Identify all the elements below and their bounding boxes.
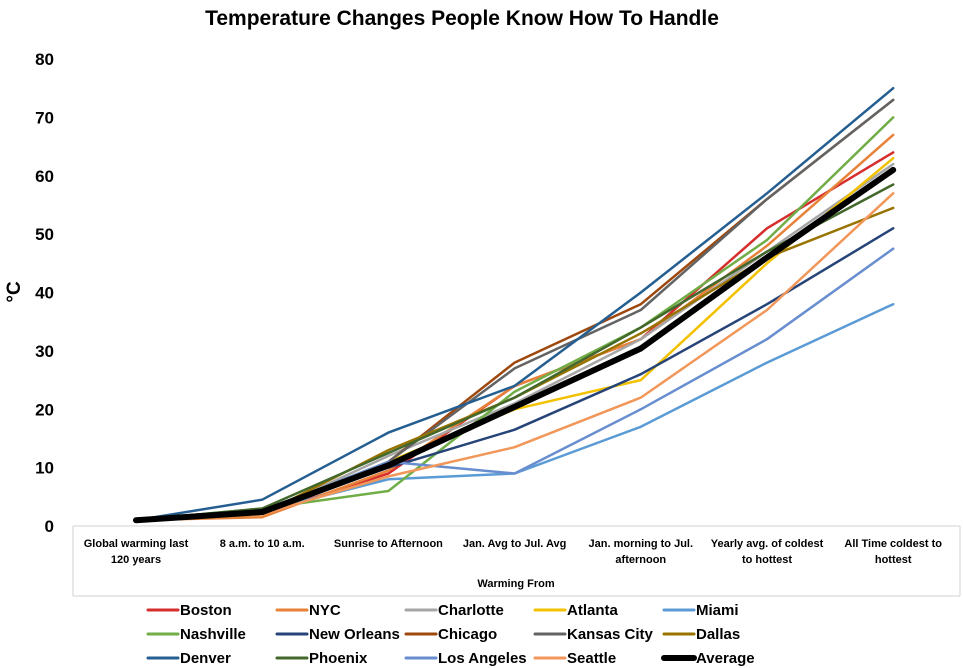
y-axis-label: °C: [4, 281, 25, 303]
series-line-nashville: [134, 116, 895, 522]
legend-label-new-orleans: New Orleans: [309, 626, 400, 643]
x-tick-label: Sunrise to Afternoon: [334, 538, 443, 550]
y-tick-label: 0: [45, 517, 54, 536]
legend-label-average: Average: [696, 650, 755, 667]
series-line-new-orleans: [134, 227, 895, 522]
legend-label-seattle: Seattle: [567, 650, 616, 667]
y-tick-label: 40: [35, 284, 54, 303]
series-line-average: [133, 166, 897, 524]
legend-label-nashville: Nashville: [180, 626, 246, 643]
y-tick-label: 50: [35, 225, 54, 244]
chart-title: Temperature Changes People Know How To H…: [205, 7, 719, 30]
y-tick-label: 20: [35, 400, 54, 419]
y-tick-label: 70: [35, 108, 54, 127]
legend-label-denver: Denver: [180, 650, 231, 667]
legend-label-atlanta: Atlanta: [567, 602, 618, 619]
x-tick-label: Jan. morning to Jul. afternoon: [589, 538, 694, 566]
legend-label-miami: Miami: [696, 602, 739, 619]
y-tick-label: 80: [35, 50, 54, 69]
series-line-miami: [134, 302, 895, 522]
series-line-nyc: [134, 133, 895, 522]
legend-label-charlotte: Charlotte: [438, 602, 504, 619]
legend-label-chicago: Chicago: [438, 626, 497, 643]
series-line-boston: [134, 151, 895, 522]
y-tick-label: 60: [35, 167, 54, 186]
x-tick-label: All Time coldest to hottest: [844, 538, 942, 566]
series-line-denver: [134, 86, 895, 522]
legend-label-boston: Boston: [180, 602, 232, 619]
x-axis-label: Warming From: [477, 578, 554, 590]
series-line-phoenix: [134, 183, 895, 522]
y-tick-label: 10: [35, 459, 54, 478]
legend-label-phoenix: Phoenix: [309, 650, 368, 667]
legend-label-kansas-city: Kansas City: [567, 626, 654, 643]
x-tick-label: Jan. Avg to Jul. Avg: [463, 538, 567, 550]
legend-label-los-angeles: Los Angeles: [438, 650, 527, 667]
y-tick-label: 30: [35, 342, 54, 361]
series-line-charlotte: [134, 162, 895, 522]
legend-label-dallas: Dallas: [696, 626, 740, 643]
series-line-atlanta: [134, 156, 895, 522]
legend-label-nyc: NYC: [309, 602, 341, 619]
series-line-kansas-city: [134, 98, 895, 522]
x-tick-label: Yearly avg. of coldest to hottest: [711, 538, 824, 566]
x-tick-label: Global warming last 120 years: [84, 538, 189, 566]
x-tick-label: 8 a.m. to 10 a.m.: [220, 538, 305, 550]
series-line-chicago: [134, 98, 895, 522]
